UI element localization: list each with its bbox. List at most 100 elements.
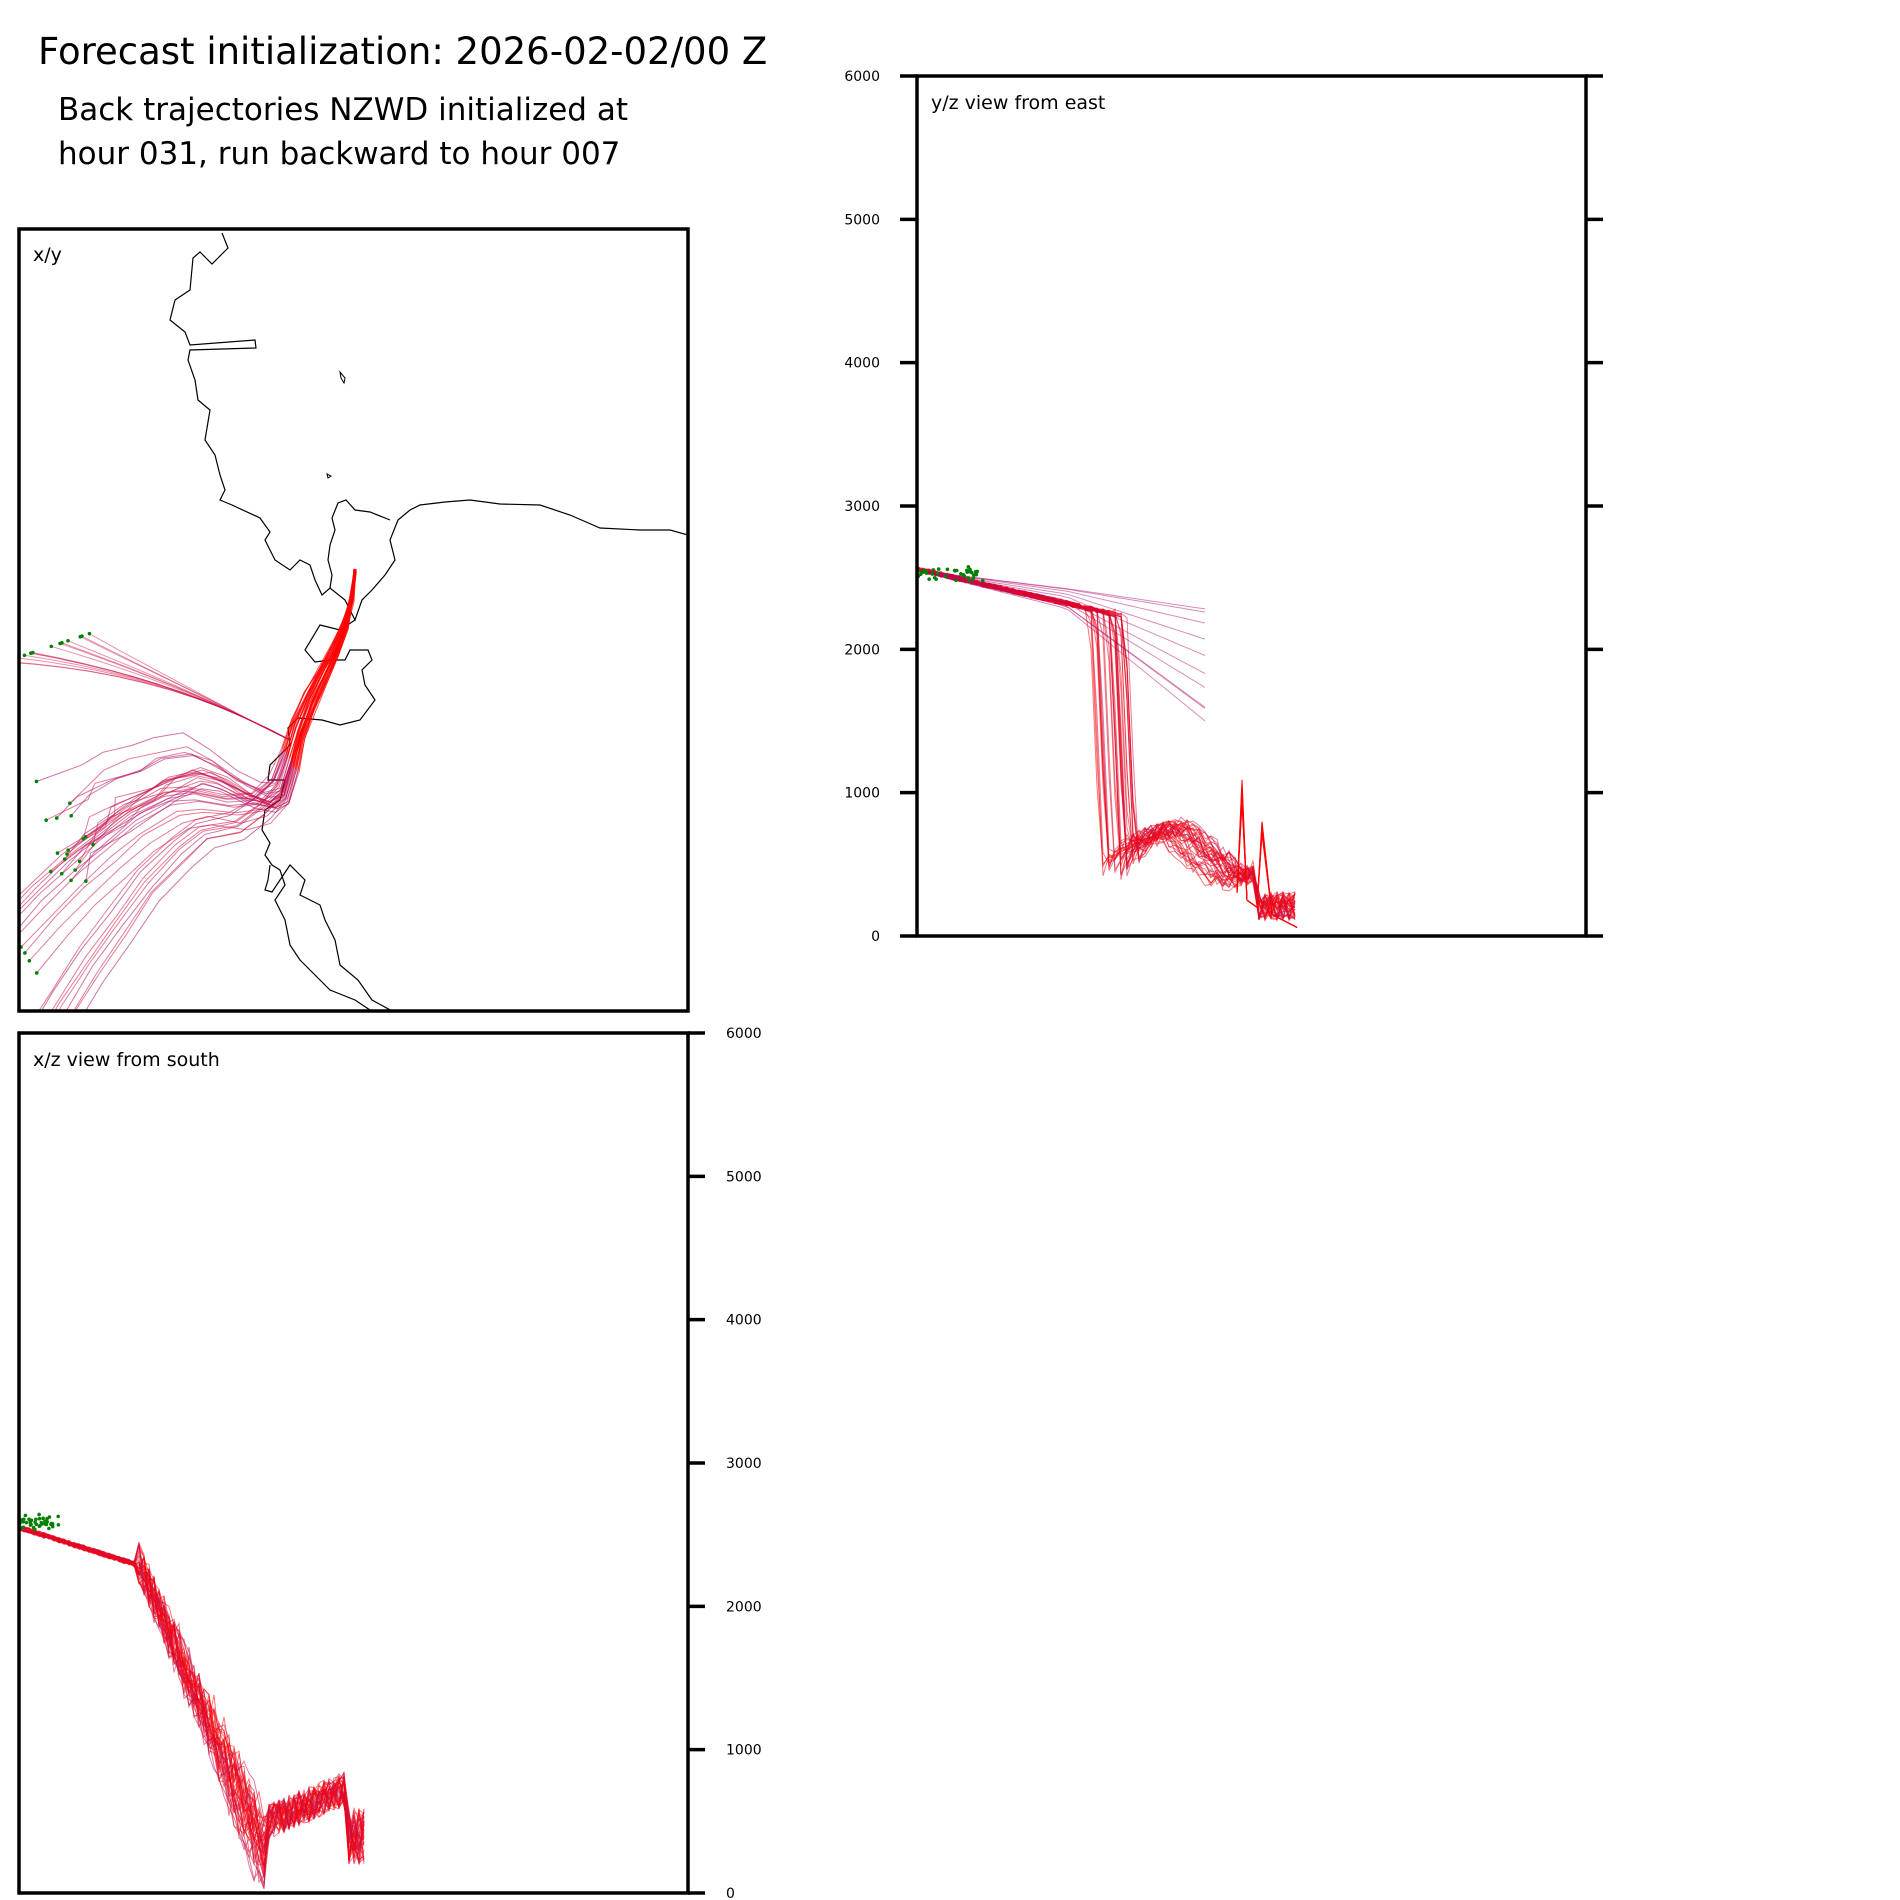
xy-trajectory-early [69, 746, 290, 804]
xy-start-marker [2, 921, 6, 925]
yz-start-marker [971, 576, 976, 581]
xy-start-marker [91, 842, 95, 847]
yz-trajectory-branch [917, 570, 1206, 688]
xy-trajectory-early [19, 748, 283, 896]
yz-trajectory-branch [917, 570, 1206, 640]
xy-trajectory-late [281, 570, 355, 749]
xy-trajectory-branch [61, 642, 291, 741]
xy-start-marker [66, 848, 70, 852]
y-tick-label: 2000 [726, 1599, 762, 1615]
yz-start-marker [952, 568, 957, 573]
yz-trajectory [917, 570, 1296, 921]
xy-trajectory-early [40, 752, 287, 1011]
xy-start-marker [69, 878, 73, 883]
yz-start-marker [920, 570, 925, 575]
yz-start-marker [936, 567, 941, 571]
xy-trajectory-branch [32, 652, 291, 741]
xy-start-marker [60, 641, 64, 645]
xy-trajectory-early [73, 763, 292, 1011]
yz-plot-area [917, 564, 1298, 928]
xy-start-marker [68, 801, 72, 806]
yz-trajectory-branch [917, 570, 1206, 708]
xy-start-marker [44, 818, 48, 822]
yz-trajectory-branch [917, 570, 1206, 656]
island-small [326, 473, 332, 479]
figure-title: Forecast initialization: 2026-02-02/00 Z [38, 30, 768, 73]
xy-trajectory-late [286, 571, 357, 756]
xy-start-marker [69, 813, 74, 818]
yz-start-marker [980, 579, 985, 583]
xy-trajectory-early [74, 762, 293, 1011]
xy-trajectory-branch [59, 642, 291, 741]
yz-start-marker [922, 568, 927, 572]
yz-start-marker [967, 578, 972, 583]
xz-trajectory [19, 1524, 365, 1857]
xy-start-marker [23, 951, 27, 955]
xy-start-marker [81, 836, 86, 841]
xy-trajectory-branch [30, 652, 291, 741]
xy-trajectory-late [282, 569, 355, 751]
xy-trajectory-branch [80, 636, 291, 741]
yz-start-marker [931, 568, 936, 572]
xz-start-marker [56, 1514, 61, 1519]
yz-start-marker [944, 574, 948, 579]
xy-start-marker [3, 660, 7, 664]
xy-trajectory-branch [19, 662, 291, 741]
xz-plot-area [19, 1512, 365, 1889]
xz-start-markers [19, 1512, 61, 1532]
yz-trajectory [917, 570, 1296, 921]
xy-trajectory-early [61, 766, 296, 875]
xy-start-marker [73, 868, 77, 872]
xy-start-marker [83, 834, 88, 839]
xz-start-marker [34, 1517, 38, 1522]
figure-subtitle: Back trajectories NZWD initialized at ho… [58, 88, 628, 176]
xy-trajectory-early [64, 760, 292, 860]
xz-panel-label: x/z view from south [33, 1049, 220, 1071]
xz-start-marker [37, 1512, 41, 1517]
xy-start-marker [87, 631, 92, 636]
xz-axis-ticks: 0 1000 2000 3000 4000 5000 6000 [688, 1026, 762, 1900]
xy-start-marker [26, 1046, 30, 1050]
xz-panel: 0 1000 2000 3000 4000 5000 6000 x/z view from … [17, 1026, 762, 1900]
yz-start-marker [930, 572, 934, 576]
xy-start-marker [4, 921, 8, 925]
y-tick-label: 6000 [844, 69, 880, 85]
yz-start-marker [954, 578, 958, 583]
yz-start-marker [959, 572, 963, 576]
xy-start-marker [0, 917, 3, 921]
yz-trajectory-branch [917, 570, 1206, 709]
y-tick-label: 4000 [726, 1313, 762, 1329]
xy-trajectory-early [36, 732, 288, 784]
xy-start-marker [66, 639, 70, 643]
xy-start-marker [11, 933, 15, 937]
xy-trajectory-branch [81, 635, 291, 741]
xy-trajectory-early [19, 750, 284, 901]
xz-start-marker [41, 1516, 45, 1521]
xy-start-marker [54, 816, 59, 820]
xz-start-marker [33, 1520, 37, 1524]
xy-trajectory-early [38, 752, 284, 1011]
xy-start-marker [77, 859, 82, 864]
xy-start-marker [34, 779, 39, 784]
xy-trajectory-branch [19, 657, 291, 741]
yz-start-marker [973, 569, 978, 574]
xy-trajectory-early [19, 754, 289, 929]
xy-start-marker [14, 936, 18, 940]
xz-start-marker [47, 1526, 51, 1531]
xy-trajectory-early [36, 771, 300, 974]
xy-start-marker [29, 651, 34, 655]
xz-trajectory [19, 1526, 365, 1858]
yz-start-marker [966, 564, 971, 569]
xy-start-marker [49, 869, 53, 874]
xy-start-marker [6, 926, 10, 930]
yz-axis-ticks: 0 1000 2000 3000 4000 5000 6000 [844, 69, 1603, 945]
y-tick-label: 3000 [844, 499, 880, 515]
xy-start-marker [27, 958, 32, 963]
xy-trajectory-early [70, 767, 295, 881]
yz-panel-label: y/z view from east [931, 92, 1105, 114]
xz-start-marker [31, 1525, 36, 1530]
xy-start-marker [47, 1075, 51, 1079]
yz-trajectory [917, 569, 1296, 922]
xy-trajectory-early [84, 769, 298, 1011]
